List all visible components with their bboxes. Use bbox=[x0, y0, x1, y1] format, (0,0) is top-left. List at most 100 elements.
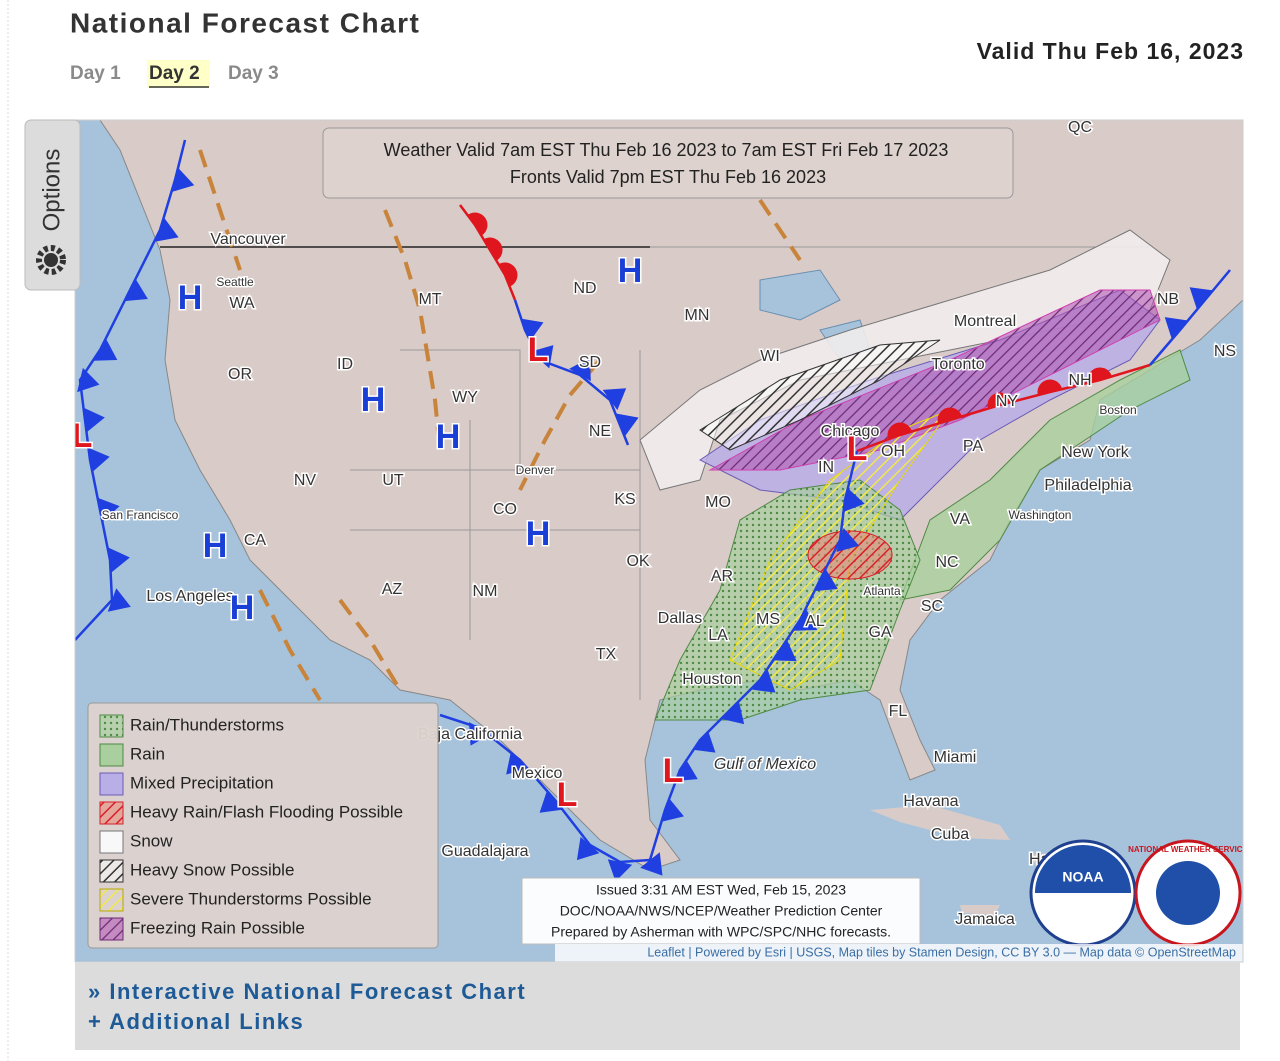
map-label: Los Angeles bbox=[146, 588, 233, 605]
map-label: Montreal bbox=[954, 313, 1016, 330]
cold-front bbox=[75, 139, 195, 641]
valid-date: Valid Thu Feb 16, 2023 bbox=[977, 38, 1244, 64]
map-label: Miami bbox=[934, 749, 977, 766]
gear-icon-core bbox=[44, 253, 58, 267]
cold-front bbox=[1149, 269, 1231, 366]
map-label: NC bbox=[935, 554, 958, 571]
map-label: FL bbox=[889, 703, 908, 720]
legend-label: Rain bbox=[130, 744, 165, 763]
legend-swatch bbox=[99, 917, 124, 941]
legend-label: Freezing Rain Possible bbox=[130, 918, 305, 937]
map-label: Mexico bbox=[512, 765, 563, 782]
map-label: Havana bbox=[903, 793, 958, 810]
day-tab[interactable]: Day 3 bbox=[228, 63, 279, 84]
issued-line: DOC/NOAA/NWS/NCEP/Weather Prediction Cen… bbox=[560, 903, 883, 919]
pressure-center: H bbox=[436, 418, 461, 456]
map-label: MS bbox=[756, 611, 780, 628]
map-label: WA bbox=[229, 295, 255, 312]
snow-area bbox=[639, 229, 1171, 491]
issued-line: Prepared by Asherman with WPC/SPC/NHC fo… bbox=[551, 924, 891, 940]
map[interactable]: QC Vancouver Seattle WA OR ID MT ND SD MN WI NE WY NV… bbox=[72, 119, 1249, 962]
banner-line: Weather Valid 7am EST Thu Feb 16 2023 to… bbox=[384, 140, 949, 160]
map-label: CO bbox=[493, 501, 517, 518]
map-label: NY bbox=[996, 393, 1019, 410]
legend-swatch bbox=[99, 772, 124, 796]
legend-label: Rain/Thunderstorms bbox=[130, 715, 284, 734]
map-label: Chicago bbox=[821, 423, 880, 440]
map-label: MN bbox=[685, 307, 710, 324]
issued-box bbox=[521, 877, 921, 945]
options-tab[interactable] bbox=[24, 119, 81, 291]
map-label: Houston bbox=[682, 671, 742, 688]
issued-line: Issued 3:31 AM EST Wed, Feb 15, 2023 bbox=[596, 882, 846, 898]
rain-area bbox=[899, 349, 1191, 601]
map-label: NB bbox=[1157, 291, 1179, 308]
legend-label: Severe Thunderstorms Possible bbox=[130, 889, 372, 908]
map-label: San Francisco bbox=[102, 508, 179, 522]
pressure-center: H bbox=[618, 252, 643, 290]
cuba-land bbox=[870, 805, 1010, 840]
nws-logo-text: NATIONAL WEATHER SERVICE bbox=[1128, 845, 1249, 854]
map-label: Cuba bbox=[931, 826, 969, 843]
pressure-center: H bbox=[203, 527, 228, 565]
pressure-center: L bbox=[847, 430, 868, 468]
map-label: PA bbox=[963, 438, 983, 455]
attribution[interactable]: Leaflet | Powered by Esri | USGS, Map ti… bbox=[647, 945, 1236, 959]
day-tab-active[interactable]: Day 2 bbox=[149, 63, 200, 84]
map-label: NV bbox=[294, 472, 317, 489]
map-label: Guadalajara bbox=[441, 843, 528, 860]
pressure-center: H bbox=[178, 279, 203, 317]
noaa-logo-text: NOAA bbox=[1062, 869, 1103, 885]
map-label: MO bbox=[705, 494, 731, 511]
day-tab[interactable]: Day 1 bbox=[70, 63, 121, 84]
map-label: VA bbox=[950, 511, 970, 528]
map-label: Dallas bbox=[658, 610, 702, 627]
map-label: WI bbox=[760, 348, 780, 365]
tab-highlight bbox=[147, 60, 210, 88]
pressure-center: H bbox=[526, 515, 551, 553]
map-label: CA bbox=[244, 532, 267, 549]
pressure-center: L bbox=[528, 331, 549, 369]
map-label: ND bbox=[573, 280, 596, 297]
map-label: SC bbox=[921, 598, 943, 615]
cold-front bbox=[513, 299, 639, 446]
options-label[interactable]: Options bbox=[38, 149, 65, 232]
legend-label: Heavy Snow Possible bbox=[130, 860, 294, 879]
map-label: KS bbox=[614, 491, 635, 508]
cold-front bbox=[439, 450, 865, 882]
map-label: NH bbox=[1068, 372, 1091, 389]
map-label: Vancouver bbox=[210, 231, 286, 248]
legend-label: Mixed Precipitation bbox=[130, 773, 274, 792]
pressure-center: L bbox=[663, 752, 684, 790]
map-label: OR bbox=[228, 366, 252, 383]
page-title: National Forecast Chart bbox=[70, 7, 420, 38]
legend-swatch bbox=[99, 830, 124, 854]
pressure-center: H bbox=[230, 589, 255, 627]
legend-swatch bbox=[99, 714, 124, 738]
link[interactable]: + Additional Links bbox=[88, 1009, 304, 1034]
map-label: MT bbox=[418, 291, 441, 308]
map-label: AR bbox=[711, 568, 733, 585]
map-label: LA bbox=[708, 627, 728, 644]
map-label: AZ bbox=[382, 581, 403, 598]
map-label: Denver bbox=[516, 463, 555, 477]
banner-line: Fronts Valid 7pm EST Thu Feb 16 2023 bbox=[510, 167, 826, 187]
map-label: Boston bbox=[1099, 403, 1136, 417]
map-label: AL bbox=[805, 613, 825, 630]
noaa-logo-top bbox=[1035, 845, 1131, 893]
map-label: WY bbox=[452, 389, 478, 406]
map-label: Jamaica bbox=[955, 911, 1015, 928]
link[interactable]: » Interactive National Forecast Chart bbox=[88, 979, 526, 1004]
map-label: Toronto bbox=[931, 356, 984, 373]
gear-icon bbox=[36, 245, 66, 275]
pressure-center: L bbox=[557, 776, 578, 814]
fronts bbox=[75, 139, 1231, 882]
map-label: Seattle bbox=[216, 275, 254, 289]
legend: Rain/Thunderstorms Rain Mixed Precipitatio… bbox=[99, 714, 403, 941]
legend-box bbox=[87, 702, 439, 949]
legend-swatch bbox=[99, 743, 124, 767]
map-label: New York bbox=[1061, 444, 1130, 461]
map-label: Washington bbox=[1009, 508, 1072, 522]
